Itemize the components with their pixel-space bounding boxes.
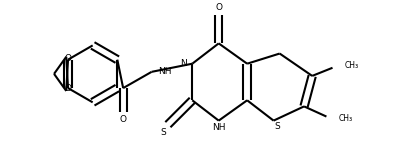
Text: N: N — [180, 59, 187, 68]
Text: NH: NH — [212, 123, 225, 133]
Text: O: O — [65, 54, 72, 63]
Text: O: O — [120, 115, 127, 124]
Text: S: S — [275, 122, 280, 131]
Text: S: S — [160, 127, 166, 136]
Text: NH: NH — [158, 67, 171, 76]
Text: CH₃: CH₃ — [345, 61, 359, 70]
Text: O: O — [215, 3, 222, 12]
Text: CH₃: CH₃ — [339, 114, 353, 123]
Text: O: O — [65, 84, 72, 93]
